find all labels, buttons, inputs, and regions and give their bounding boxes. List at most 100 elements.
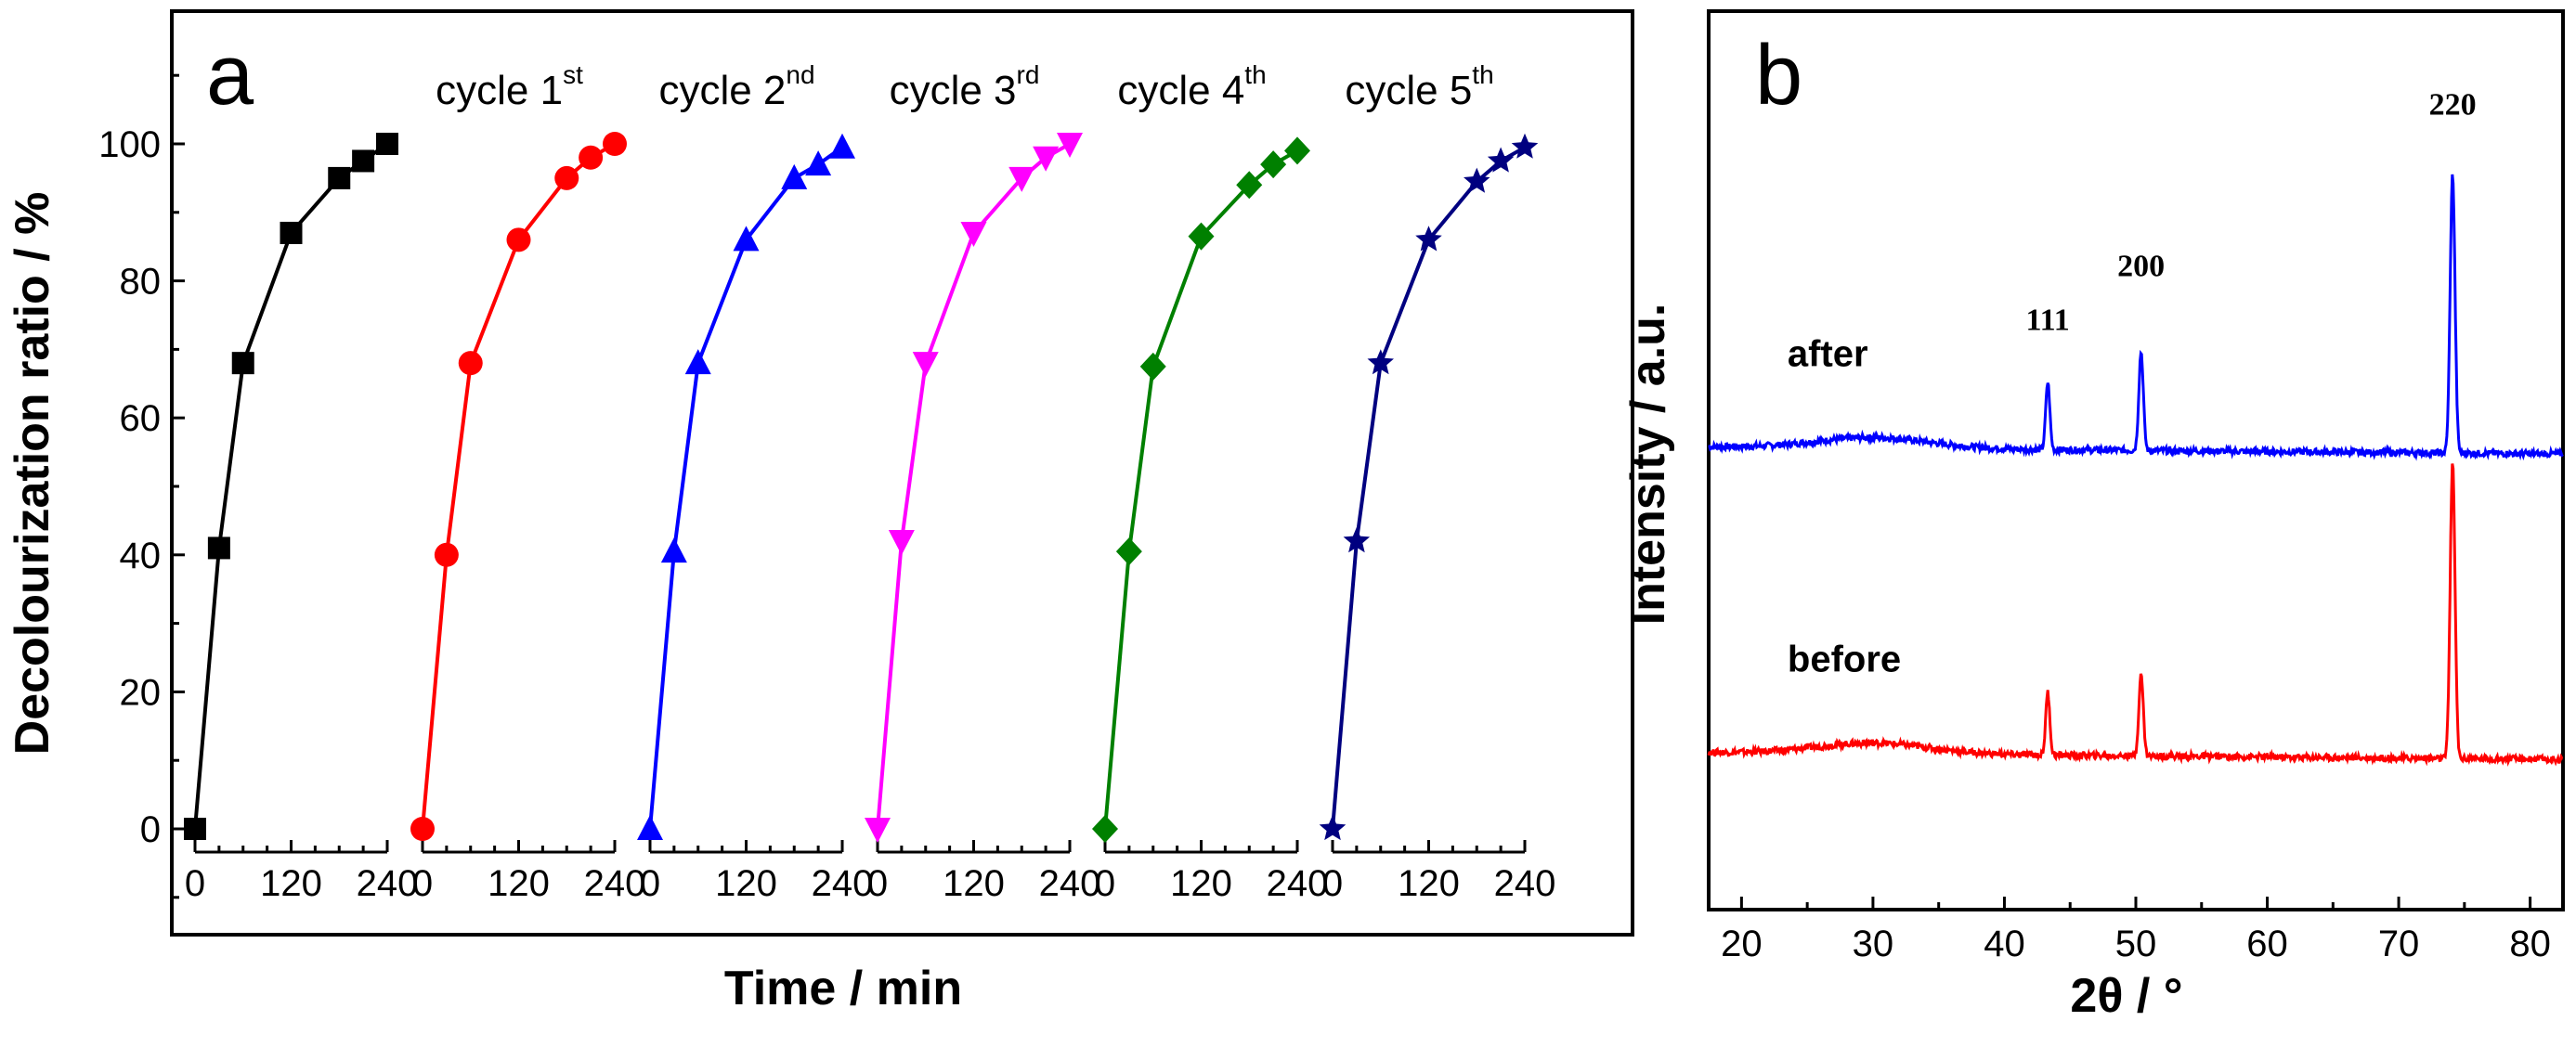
data-point xyxy=(1236,171,1263,200)
x-tick-label: 240 xyxy=(1039,863,1101,904)
series-line xyxy=(1103,149,1298,830)
series-label-after: after xyxy=(1788,333,1868,374)
x-tick-label: 0 xyxy=(1322,863,1343,904)
data-point xyxy=(1008,166,1035,192)
data-point xyxy=(1284,136,1310,165)
cycle-group-1: 0 120 240 cycle 1st xyxy=(410,60,645,904)
x-tick-label: 240 xyxy=(584,863,646,904)
x-tick-label: 240 xyxy=(812,863,874,904)
panel-a-x-axis-title: Time / min xyxy=(724,962,962,1015)
x-tick-label: 80 xyxy=(2509,924,2551,964)
data-point xyxy=(865,818,891,843)
panel-b-x-axis-title: 2θ / ° xyxy=(2070,969,2182,1023)
x-tick-label: 40 xyxy=(1984,924,2025,964)
data-point xyxy=(912,352,939,378)
x-tick-label: 0 xyxy=(867,863,888,904)
data-point xyxy=(888,530,915,556)
cycle-group-2: 0 120 240 cycle 2nd xyxy=(637,60,873,904)
x-tick-label: 60 xyxy=(2246,924,2288,964)
x-tick-label: 0 xyxy=(1095,863,1115,904)
panel-b: b Intensity / a.u. 2θ / ° 20 30 40 50 60 70 80… xyxy=(1621,9,2565,1023)
panel-b-series: after before 111 200 220 xyxy=(1707,87,2564,767)
data-point xyxy=(805,150,832,176)
cycle-group-5: 0 120 240 cycle 5th xyxy=(1319,60,1556,904)
data-point xyxy=(458,351,483,376)
xrd-series-after: after xyxy=(1708,174,2564,461)
cycle-group-initial: 0 120 240 xyxy=(184,133,418,904)
cycle-label-superscript: st xyxy=(563,60,583,89)
cycle-label: cycle 2nd xyxy=(658,60,814,113)
panel-b-frame xyxy=(1707,9,2565,911)
panel-b-x-axis: 20 30 40 50 60 70 80 xyxy=(1721,897,2551,964)
cycle-label-superscript: th xyxy=(1472,60,1493,89)
panel-a-letter: a xyxy=(206,28,254,123)
x-tick-label: 30 xyxy=(1853,924,1894,964)
data-point xyxy=(1415,226,1442,252)
peak-label: 220 xyxy=(2429,87,2477,122)
x-tick-label: 70 xyxy=(2378,924,2420,964)
x-tick-label: 20 xyxy=(1721,924,1763,964)
y-tick-label: 100 xyxy=(98,124,161,165)
x-tick-label: 240 xyxy=(1267,863,1329,904)
data-point xyxy=(660,537,687,563)
y-tick-label: 0 xyxy=(140,809,161,850)
cycle-label-superscript: nd xyxy=(786,60,814,89)
y-tick-label: 60 xyxy=(120,398,162,439)
data-point xyxy=(1343,527,1371,553)
data-point xyxy=(960,221,987,247)
cycle-group-3: 0 120 240 cycle 3rd xyxy=(865,60,1100,904)
x-tick-label: 120 xyxy=(1170,863,1232,904)
data-point xyxy=(184,818,206,840)
panel-a: a Decolourization ratio / % Time / min 0… xyxy=(6,9,1634,1015)
panel-a-y-axis: 0 20 40 60 80 100 xyxy=(98,73,185,899)
data-point xyxy=(506,227,531,252)
data-point xyxy=(1260,150,1287,179)
data-point xyxy=(1115,537,1142,566)
x-tick-label: 0 xyxy=(640,863,660,904)
cycle-label: cycle 3rd xyxy=(890,60,1040,113)
data-point xyxy=(1511,133,1539,159)
data-point xyxy=(1092,815,1118,843)
x-tick-label: 120 xyxy=(943,863,1005,904)
x-tick-label: 240 xyxy=(1494,863,1556,904)
data-point xyxy=(1367,349,1394,375)
y-tick-label: 80 xyxy=(120,262,162,303)
cycle-label: cycle 5th xyxy=(1345,60,1493,113)
data-point xyxy=(1033,146,1060,172)
data-point xyxy=(434,542,459,567)
data-point xyxy=(1487,147,1515,173)
data-point xyxy=(328,166,351,189)
peak-label: 200 xyxy=(2117,250,2165,284)
cycle-group-4: 0 120 240 cycle 4th xyxy=(1092,60,1328,904)
data-point xyxy=(231,352,254,375)
data-point xyxy=(207,536,230,560)
data-point xyxy=(554,165,579,190)
data-point xyxy=(1057,133,1083,158)
cycle-label: cycle 4th xyxy=(1117,60,1266,113)
peak-label: 111 xyxy=(2026,304,2070,338)
panel-b-y-axis-title: Intensity / a.u. xyxy=(1621,304,1675,626)
xrd-pattern-line xyxy=(1708,174,2564,461)
data-point xyxy=(781,163,808,189)
cycle-label-superscript: rd xyxy=(1017,60,1040,89)
x-tick-label: 120 xyxy=(260,863,322,904)
data-point xyxy=(1188,222,1215,251)
data-point xyxy=(410,817,435,841)
data-point xyxy=(733,226,760,252)
panel-b-letter: b xyxy=(1755,28,1802,123)
data-point xyxy=(603,132,627,156)
xrd-pattern-line xyxy=(1707,463,2564,767)
data-point xyxy=(280,221,303,244)
data-point xyxy=(829,133,855,159)
y-tick-label: 40 xyxy=(120,536,162,576)
data-point xyxy=(1139,352,1166,381)
data-point xyxy=(637,815,663,840)
data-point xyxy=(376,133,398,155)
x-tick-label: 120 xyxy=(715,863,777,904)
data-point xyxy=(1464,167,1490,193)
x-tick-label: 240 xyxy=(357,863,419,904)
cycle-label: cycle 1st xyxy=(436,60,583,113)
data-point xyxy=(352,149,375,173)
